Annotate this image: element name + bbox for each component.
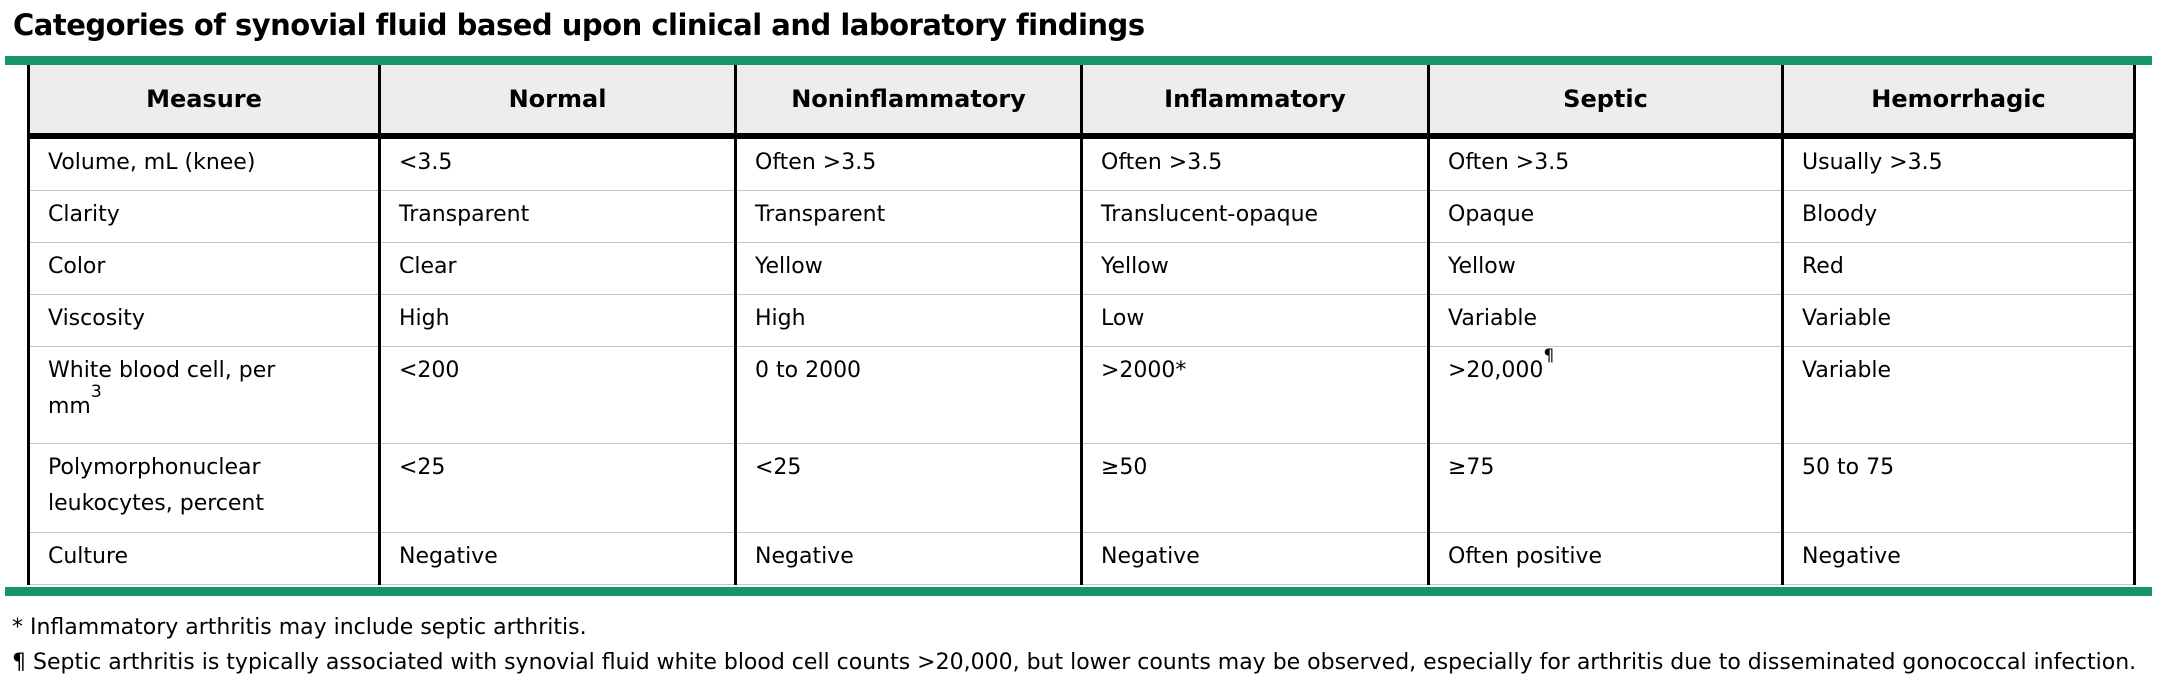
synovial-fluid-table: Measure Normal Noninflammatory Inflammat…: [27, 65, 2136, 585]
row-header-cell: Volume, mL (knee): [28, 136, 380, 191]
table-cell: 0 to 2000: [734, 346, 1082, 444]
column-header-noninflammatory: Noninflammatory: [734, 65, 1082, 139]
row-header-cell: White blood cell, per mm3: [28, 346, 380, 444]
table-cell: Negative: [1080, 532, 1429, 585]
table-row-viscosity: Viscosity High High Low Variable Variabl…: [28, 294, 2135, 347]
table-row-clarity: Clarity Transparent Transparent Transluc…: [28, 190, 2135, 243]
table-cell: Often >3.5: [1427, 136, 1783, 191]
table-cell: Often positive: [1427, 532, 1783, 585]
measure-label: Volume, mL (knee): [48, 150, 256, 175]
accent-bar-bottom: [5, 587, 2152, 596]
table-cell: High: [378, 294, 736, 347]
table-cell: Often >3.5: [1080, 136, 1429, 191]
table-cell: <3.5: [378, 136, 736, 191]
table-cell: Negative: [378, 532, 736, 585]
table-cell: <200: [378, 346, 736, 444]
measure-label: White blood cell, per mm3: [48, 358, 276, 419]
column-header-normal: Normal: [378, 65, 736, 139]
page-title: Categories of synovial fluid based upon …: [13, 8, 1145, 42]
table-cell: Variable: [1781, 294, 2135, 347]
table-cell: Negative: [1781, 532, 2135, 585]
table-cell: <25: [378, 443, 736, 533]
column-header-measure: Measure: [28, 65, 380, 139]
superscript: 3: [90, 381, 102, 402]
row-header-cell: Polymorphonuclear leukocytes, percent: [28, 443, 380, 533]
measure-label: Culture: [48, 544, 129, 569]
row-header-cell: Color: [28, 242, 380, 295]
table-cell: High: [734, 294, 1082, 347]
table-cell: <25: [734, 443, 1082, 533]
footnote-marker-pilcrow: ¶: [1543, 345, 1555, 366]
footnote-asterisk: * Inflammatory arthritis may include sep…: [12, 615, 587, 640]
table-cell: Negative: [734, 532, 1082, 585]
table-cell: Clear: [378, 242, 736, 295]
table-cell: Transparent: [734, 190, 1082, 243]
table-cell: Variable: [1781, 346, 2135, 444]
table-cell: Yellow: [1427, 242, 1783, 295]
table-cell: Low: [1080, 294, 1429, 347]
table-row-color: Color Clear Yellow Yellow Yellow Red: [28, 242, 2135, 295]
accent-bar-top: [5, 56, 2152, 65]
column-header-septic: Septic: [1427, 65, 1783, 139]
table-cell: Bloody: [1781, 190, 2135, 243]
header-row: Measure Normal Noninflammatory Inflammat…: [28, 65, 2135, 139]
column-header-inflammatory: Inflammatory: [1080, 65, 1429, 139]
column-header-hemorrhagic: Hemorrhagic: [1781, 65, 2135, 139]
row-header-cell: Viscosity: [28, 294, 380, 347]
footnotes: * Inflammatory arthritis may include sep…: [12, 610, 2152, 680]
table-cell: ≥50: [1080, 443, 1429, 533]
table-cell: Usually >3.5: [1781, 136, 2135, 191]
table-row-white-blood-cell: White blood cell, per mm3 <200 0 to 2000…: [28, 345, 2135, 444]
table-cell: Variable: [1427, 294, 1783, 347]
table-cell: Transparent: [378, 190, 736, 243]
table-cell: Yellow: [1080, 242, 1429, 295]
table-cell: Red: [1781, 242, 2135, 295]
table-cell: Translucent-opaque: [1080, 190, 1429, 243]
measure-label: Polymorphonuclear leukocytes, percent: [48, 455, 264, 516]
measure-label: Clarity: [48, 202, 120, 227]
table-cell: Opaque: [1427, 190, 1783, 243]
table-row-polymorphonuclear: Polymorphonuclear leukocytes, percent <2…: [28, 443, 2135, 533]
measure-label: Color: [48, 254, 106, 279]
row-header-cell: Clarity: [28, 190, 380, 243]
table-cell: >2000*: [1080, 346, 1429, 444]
table-row-culture: Culture Negative Negative Negative Often…: [28, 532, 2135, 585]
table-cell: Often >3.5: [734, 136, 1082, 191]
table-row-volume: Volume, mL (knee) <3.5 Often >3.5 Often …: [28, 136, 2135, 191]
row-header-cell: Culture: [28, 532, 380, 585]
table-cell: ≥75: [1427, 443, 1783, 533]
footnote-pilcrow: ¶ Septic arthritis is typically associat…: [12, 650, 2137, 675]
table-cell: 50 to 75: [1781, 443, 2135, 533]
measure-label: Viscosity: [48, 306, 145, 331]
table-cell: Yellow: [734, 242, 1082, 295]
table-cell: >20,000¶: [1427, 345, 1783, 444]
